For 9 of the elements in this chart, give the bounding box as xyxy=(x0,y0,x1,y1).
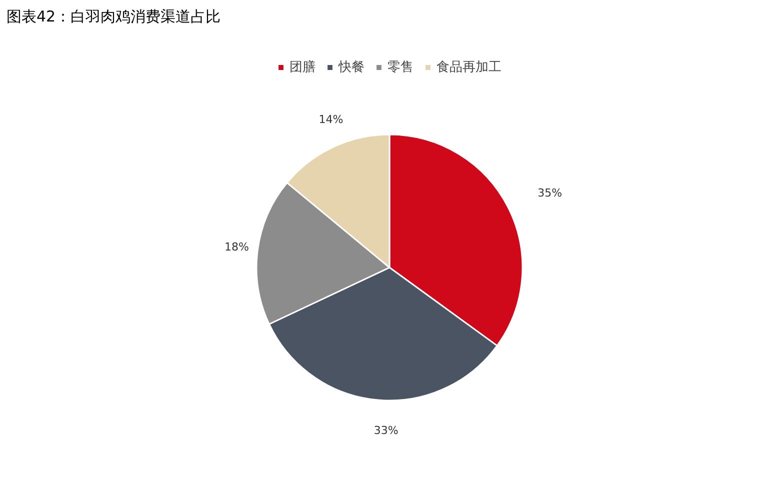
legend-label: 团膳 xyxy=(290,59,316,76)
data-label: 18% xyxy=(224,240,250,254)
data-label: 14% xyxy=(318,112,344,126)
data-label: 33% xyxy=(374,424,398,437)
data-label: 35% xyxy=(538,186,562,200)
legend-label: 食品再加工 xyxy=(436,59,502,76)
chart-title: 图表42：白羽肉鸡消费渠道占比 xyxy=(6,8,221,26)
legend-label: 快餐 xyxy=(338,59,364,76)
legend-label: 零售 xyxy=(388,59,414,76)
